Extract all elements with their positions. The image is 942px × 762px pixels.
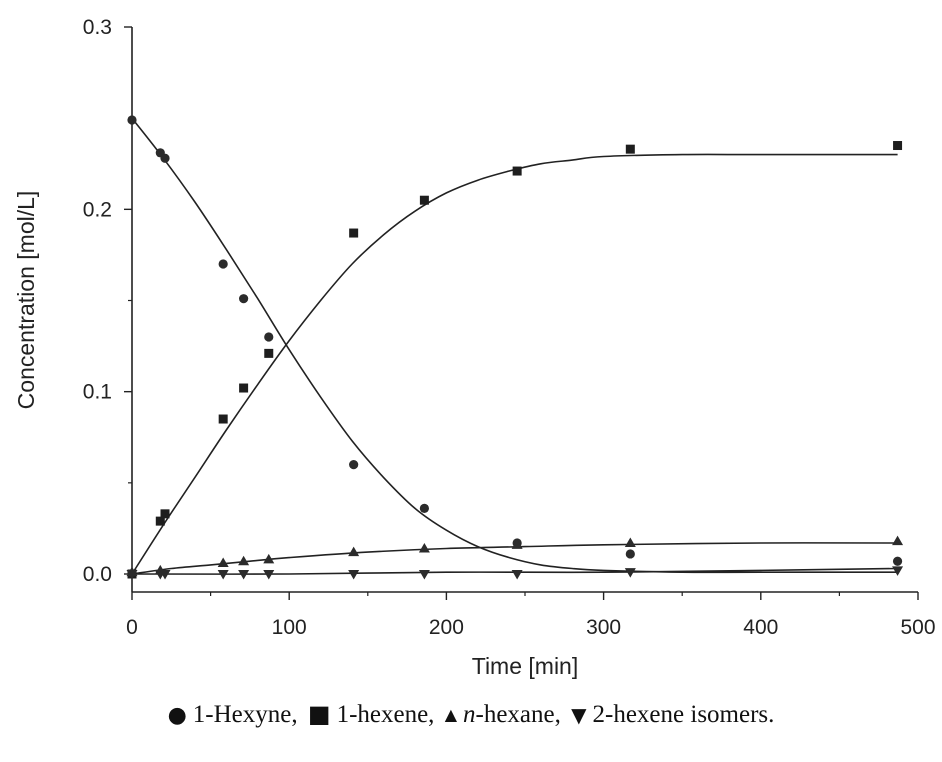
data-point-1-hexene (349, 228, 359, 238)
data-point-n-hexane (263, 553, 275, 564)
data-point-1-hexene (160, 509, 170, 519)
data-point-1-hexene (218, 414, 228, 424)
legend-item-hexyne: ● 1-Hexyne, (168, 701, 298, 729)
data-point-1-hexyne (625, 549, 635, 559)
data-point-1-hexene (512, 166, 522, 176)
x-axis-title: Time [min] (472, 653, 579, 679)
data-point-1-hexene (419, 195, 429, 205)
data-point-n-hexane (511, 539, 523, 549)
triangle-down-marker-icon: ▼ (571, 703, 587, 727)
data-point-1-hexene (264, 348, 274, 358)
data-point-2-hexene-isomers (624, 568, 636, 578)
data-point-1-hexene (893, 141, 903, 151)
fit-line-1-hexyne (131, 117, 898, 574)
data-point-2-hexene-isomers (892, 566, 904, 576)
data-markers (126, 115, 904, 580)
data-point-n-hexane (418, 542, 430, 553)
fit-line-1-hexene (131, 153, 898, 575)
x-tick-label: 0 (126, 616, 138, 639)
x-tick-label: 500 (900, 616, 935, 639)
data-point-2-hexene-isomers (159, 570, 171, 580)
data-point-1-hexyne (419, 503, 429, 513)
y-tick-label: 0.2 (83, 198, 112, 221)
data-point-1-hexyne (218, 259, 228, 269)
data-point-n-hexane (217, 557, 229, 568)
legend-label-isomers: 2-hexene isomers. (592, 701, 775, 728)
y-axis-title: Concentration [mol/L] (13, 191, 39, 410)
legend-item-isomers: ▼ 2-hexene isomers. (571, 701, 774, 729)
x-tick-label: 300 (586, 616, 621, 639)
legend-label-hexane: -hexane, (475, 701, 561, 728)
data-point-2-hexene-isomers (238, 570, 250, 580)
x-tick-label: 100 (272, 616, 307, 639)
data-point-1-hexene (155, 516, 165, 526)
legend-item-hexane: ▲ n-hexane, (445, 701, 561, 729)
data-point-1-hexyne (239, 294, 249, 304)
fit-curves (131, 117, 898, 575)
y-tick-label: 0.1 (83, 381, 112, 404)
legend: ● 1-Hexyne, ■ 1-hexene, ▲ n-hexane, ▼ 2-hexe… (0, 700, 942, 729)
legend-label-hexyne: 1-Hexyne, (192, 701, 298, 728)
data-point-2-hexene-isomers (348, 570, 360, 580)
legend-item-hexene: ■ 1-hexene, (308, 700, 435, 729)
data-point-1-hexene (625, 144, 635, 154)
triangle-up-marker-icon: ▲ (444, 705, 457, 724)
x-tick-label: 200 (429, 616, 464, 639)
data-point-2-hexene-isomers (263, 570, 275, 580)
data-point-1-hexene (239, 383, 249, 393)
legend-label-hexane-prefix: n (463, 701, 476, 728)
data-point-n-hexane (892, 535, 904, 546)
y-tick-label: 0.0 (83, 563, 112, 586)
circle-marker-icon: ● (167, 703, 187, 728)
data-point-n-hexane (348, 546, 360, 557)
data-point-2-hexene-isomers (126, 570, 138, 580)
data-point-2-hexene-isomers (418, 570, 430, 580)
y-tick-label: 0.3 (83, 16, 112, 39)
data-point-1-hexyne (349, 460, 359, 470)
square-marker-icon: ■ (307, 700, 331, 728)
fit-line-n-hexane (131, 542, 898, 575)
legend-label-hexene: 1-hexene, (336, 701, 435, 728)
data-point-2-hexene-isomers (217, 570, 229, 580)
data-point-1-hexyne (160, 153, 170, 163)
data-point-1-hexyne (127, 115, 137, 125)
data-point-1-hexyne (264, 332, 274, 342)
data-point-1-hexyne (892, 556, 903, 566)
chart-axes: 0 100 200 300 400 500 0.0 0.1 0.2 0.3 (83, 16, 936, 639)
data-point-n-hexane (624, 537, 636, 548)
data-point-n-hexane (238, 555, 250, 566)
data-point-2-hexene-isomers (511, 570, 523, 580)
x-tick-label: 400 (743, 616, 778, 639)
